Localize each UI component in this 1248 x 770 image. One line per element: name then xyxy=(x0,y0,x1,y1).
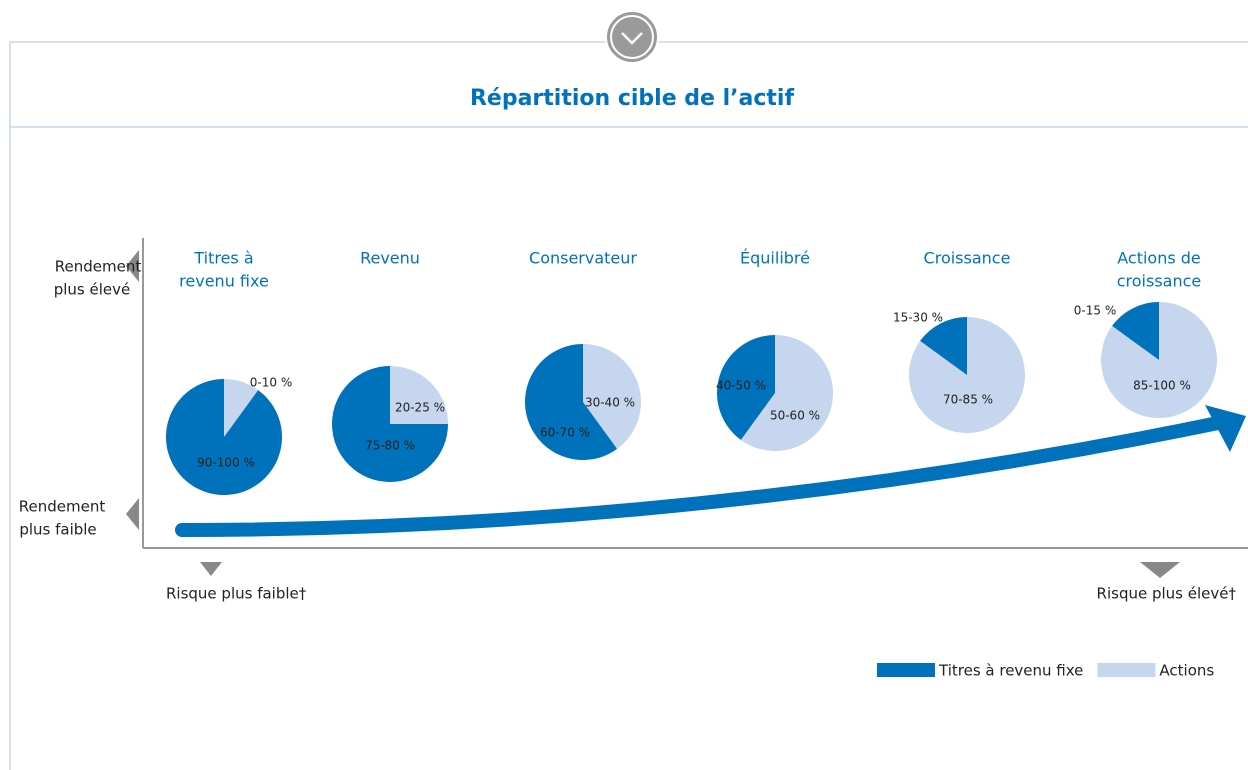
pie-title: Revenu xyxy=(360,249,420,268)
pie-title: Équilibré xyxy=(740,249,810,268)
legend-label: Actions xyxy=(1159,662,1214,680)
pie-slice xyxy=(390,366,448,424)
slice-label: 50-60 % xyxy=(770,409,820,423)
slice-label: 0-15 % xyxy=(1074,304,1116,318)
axis-marker xyxy=(126,498,139,530)
x-high-label: Risque plus élevé† xyxy=(1097,585,1237,603)
y-low-label: Rendement xyxy=(19,498,106,516)
axis-marker xyxy=(200,562,222,576)
pie-title: Actions de xyxy=(1117,249,1201,268)
slice-label: 30-40 % xyxy=(585,396,635,410)
y-low-label: plus faible xyxy=(19,521,96,539)
slice-label: 70-85 % xyxy=(943,393,993,407)
pie-title: revenu fixe xyxy=(179,272,269,291)
pie-title: Conservateur xyxy=(529,249,637,268)
slice-label: 15-30 % xyxy=(893,311,943,325)
slice-label: 90-100 % xyxy=(197,456,255,470)
slice-label: 40-50 % xyxy=(716,379,766,393)
legend-swatch xyxy=(1097,663,1156,677)
y-high-label: Rendement xyxy=(55,258,142,276)
axis-marker xyxy=(1140,562,1180,578)
y-high-label: plus élevé xyxy=(54,281,131,299)
pie-slice xyxy=(166,379,283,495)
pie-title: Titres à xyxy=(193,249,253,268)
expand-button[interactable] xyxy=(605,10,659,64)
pie-slice xyxy=(332,366,448,482)
pie-slice xyxy=(740,335,833,451)
slice-label: 0-10 % xyxy=(250,376,292,390)
slice-label: 85-100 % xyxy=(1133,379,1191,393)
pie-slice xyxy=(583,344,642,449)
x-low-label: Risque plus faible† xyxy=(166,585,307,603)
slice-label: 60-70 % xyxy=(540,426,590,440)
legend-label: Titres à revenu fixe xyxy=(938,662,1083,680)
slice-label: 20-25 % xyxy=(395,401,445,415)
slice-label: 75-80 % xyxy=(365,439,415,453)
pie-slice xyxy=(717,335,775,440)
chevron xyxy=(621,32,643,45)
pie-slice xyxy=(1112,302,1159,360)
chart-title: Répartition cible de l’actif xyxy=(470,86,794,111)
axis-marker xyxy=(126,250,139,282)
pie-slice xyxy=(224,379,259,437)
pie-slice xyxy=(525,344,618,460)
risk-arrow xyxy=(175,416,1225,537)
pie-title: Croissance xyxy=(924,249,1011,268)
arrow-head xyxy=(1205,405,1246,452)
pie-title: croissance xyxy=(1117,272,1202,291)
pie-slice xyxy=(920,316,967,375)
expand-ring xyxy=(610,15,654,59)
legend-swatch xyxy=(877,663,935,677)
panel-border xyxy=(9,41,1248,770)
